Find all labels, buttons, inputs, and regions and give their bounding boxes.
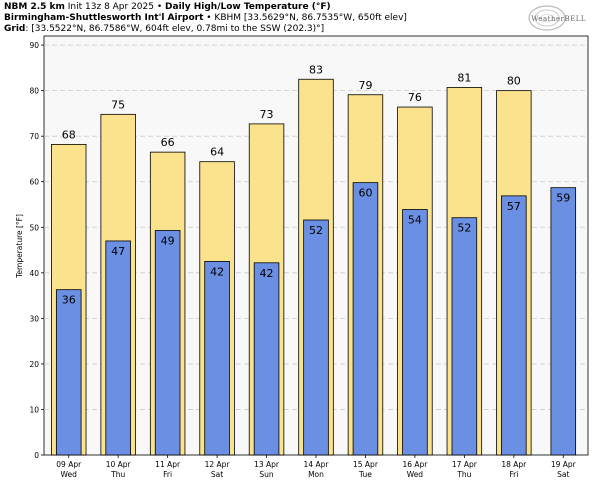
- low-temp-bar: [501, 195, 527, 456]
- low-temp-label: 36: [62, 294, 76, 307]
- x-tick-weekday: Fri: [163, 470, 172, 479]
- y-tick-label: 10: [29, 405, 39, 414]
- y-tick-label: 0: [34, 451, 39, 460]
- high-temp-label: 76: [408, 91, 422, 104]
- grid-info: : [33.5522°N, 86.7586°W, 604ft elev, 0.7…: [25, 24, 325, 34]
- high-temp-label: 66: [161, 136, 175, 149]
- grid-label: Grid: [4, 24, 26, 34]
- y-tick-label: 20: [29, 360, 39, 369]
- high-temp-label: 79: [358, 79, 372, 92]
- y-tick-label: 50: [29, 223, 39, 232]
- low-temp-label: 42: [260, 267, 274, 280]
- x-tick-weekday: Sat: [557, 470, 569, 479]
- y-axis-label: Temperature [°F]: [15, 214, 24, 279]
- low-temp-bar: [402, 209, 428, 456]
- y-tick-label: 40: [29, 269, 39, 278]
- chart-title: Daily High/Low Temperature (°F): [165, 2, 331, 12]
- low-temp-label: 52: [309, 224, 323, 237]
- init-time: Init 13z 8 Apr 2025 •: [64, 2, 166, 12]
- low-temp-bar: [204, 261, 230, 456]
- x-tick-date: 18 Apr: [501, 460, 527, 469]
- low-temp-label: 52: [457, 222, 471, 235]
- station-name: Birmingham-Shuttlesworth Int'l Airport: [4, 13, 204, 23]
- low-temp-bar: [303, 219, 329, 456]
- high-temp-label: 81: [457, 71, 471, 84]
- x-tick-date: 19 Apr: [551, 460, 577, 469]
- header-line-station: Birmingham-Shuttlesworth Int'l Airport •…: [4, 13, 407, 24]
- high-temp-label: 75: [111, 98, 125, 111]
- x-tick-date: 12 Apr: [205, 460, 231, 469]
- x-tick-date: 15 Apr: [353, 460, 379, 469]
- header-line-grid: Grid: [33.5522°N, 86.7586°W, 604ft elev,…: [4, 24, 324, 35]
- x-tick-weekday: Sat: [211, 470, 223, 479]
- y-tick-label: 70: [29, 132, 39, 141]
- y-tick-label: 90: [29, 41, 39, 50]
- x-tick-weekday: Mon: [308, 470, 324, 479]
- x-tick-date: 16 Apr: [402, 460, 428, 469]
- high-temp-label: 73: [260, 108, 274, 121]
- x-tick-date: 14 Apr: [304, 460, 330, 469]
- header-line-model: NBM 2.5 km Init 13z 8 Apr 2025 • Daily H…: [4, 2, 331, 13]
- y-tick-label: 60: [29, 178, 39, 187]
- x-tick-weekday: Sun: [259, 470, 274, 479]
- x-tick-date: 13 Apr: [254, 460, 280, 469]
- y-tick-label: 80: [29, 87, 39, 96]
- low-temp-bar: [105, 240, 131, 456]
- low-temp-label: 49: [161, 234, 175, 247]
- low-temp-bar: [154, 230, 181, 456]
- x-tick-weekday: Thu: [110, 470, 125, 479]
- model-name: NBM 2.5 km: [4, 2, 65, 12]
- low-temp-label: 42: [210, 265, 224, 278]
- low-temp-bar: [352, 182, 379, 456]
- low-temp-label: 57: [507, 200, 521, 213]
- x-tick-weekday: Wed: [407, 470, 424, 479]
- low-temp-bar: [550, 187, 577, 456]
- low-temp-bar: [253, 262, 280, 456]
- station-info: • KBHM [33.5629°N, 86.7535°W, 650ft elev…: [203, 13, 407, 23]
- x-tick-date: 17 Apr: [452, 460, 478, 469]
- x-tick-weekday: Wed: [61, 470, 78, 479]
- low-temp-label: 59: [556, 192, 570, 205]
- x-tick-date: 09 Apr: [56, 460, 82, 469]
- x-tick-weekday: Thu: [456, 470, 471, 479]
- low-temp-label: 47: [111, 245, 125, 258]
- x-tick-weekday: Fri: [509, 470, 518, 479]
- x-tick-date: 11 Apr: [155, 460, 181, 469]
- low-temp-label: 60: [358, 187, 372, 200]
- high-temp-label: 83: [309, 63, 323, 76]
- low-temp-label: 54: [408, 214, 422, 227]
- y-tick-label: 30: [29, 314, 39, 323]
- x-tick-date: 10 Apr: [106, 460, 132, 469]
- low-temp-bar: [55, 289, 82, 456]
- low-temp-bar: [451, 217, 478, 456]
- swirl-logo-icon: [528, 5, 566, 31]
- high-temp-label: 64: [210, 146, 224, 159]
- x-tick-weekday: Tue: [358, 470, 372, 479]
- logo-text: WeatherBELL: [531, 15, 586, 23]
- high-temp-label: 80: [507, 75, 521, 88]
- high-temp-label: 68: [62, 128, 76, 141]
